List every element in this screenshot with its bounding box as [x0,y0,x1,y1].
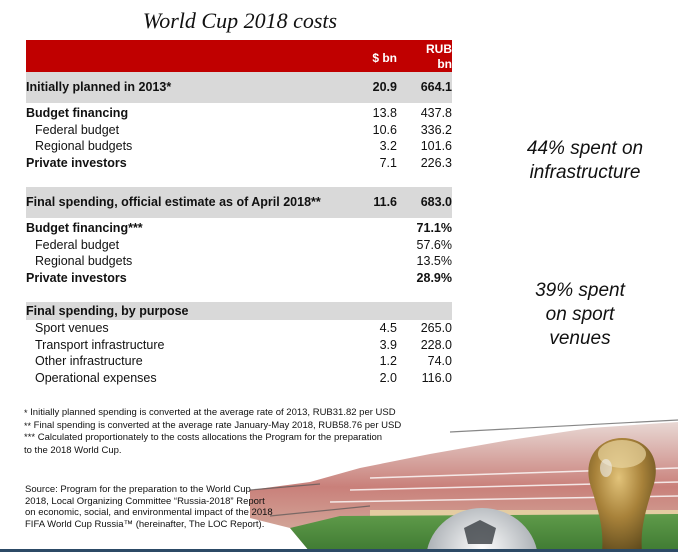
table-row: Private investors 7.1 226.3 [26,155,452,172]
row-label: Initially planned in 2013* [26,80,172,94]
rub-value: 101.6 [420,139,452,153]
table-header: $ bn RUB bn [26,40,452,72]
footnote-mark: ** [24,420,32,431]
row-label: Other infrastructure [35,354,143,368]
bottom-strip [0,549,678,552]
rub-value: 437.8 [420,106,452,120]
callout-line: venues [549,328,611,349]
footnote-text: Final spending is converted at the avera… [31,419,402,431]
row-label: Private investors [26,270,127,285]
usd-value: 10.6 [372,122,397,137]
callout-line: 39% spent [535,280,625,301]
col-usd-header: $ bn [372,51,397,65]
costs-table: $ bn RUB bn Initially planned in 2013* 2… [26,40,452,386]
rub-value: 228.0 [420,337,452,352]
row-label: Regional budgets [35,254,133,268]
col-rub-header: RUB bn [426,42,452,72]
row-label: Federal budget [35,122,120,137]
footnote-3: *** Calculated proportionately to the co… [24,432,383,443]
usd-value: 3.2 [379,139,397,153]
usd-value: 11.6 [373,195,397,209]
page-title: World Cup 2018 costs [142,8,338,33]
table-row: Budget financing 13.8 437.8 [26,105,452,122]
table-row: Federal budget 57.6% [26,237,452,254]
table-row: Private investors 28.9% [26,270,452,287]
row-label: Budget financing [26,106,129,120]
rub-value: 265.0 [420,321,452,335]
row-label: Final spending, official estimate as of … [26,195,321,209]
table-row: Budget financing*** 71.1% [26,220,452,237]
rub-value: 116.0 [421,370,452,385]
share-value: 57.6% [416,237,452,252]
usd-value: 13.8 [372,106,397,120]
usd-value: 7.1 [379,155,397,170]
callout-line: 44% spent on [526,138,644,159]
col-rub-header-line1: RUB [426,42,452,56]
rub-value: 226.3 [420,155,452,170]
rub-value: 336.2 [420,122,452,137]
footnote-3-cont: to the 2018 World Cup. [24,444,122,456]
row-label: Final spending, by purpose [26,304,189,318]
table-row-initial: Initially planned in 2013* 20.9 664.1 [26,72,452,103]
table-row: Operational expenses 2.0 116.0 [26,370,452,387]
row-label: Budget financing*** [26,221,143,235]
rub-value: 683.0 [420,195,452,209]
usd-value: 2.0 [379,370,397,385]
usd-value: 4.5 [379,321,397,335]
share-value: 13.5% [416,254,452,268]
callout-line: infrastructure [529,162,641,183]
col-rub-header-line2: bn [437,57,452,71]
table-row: Sport venues 4.5 265.0 [26,320,452,337]
table-row: Other infrastructure 1.2 74.0 [26,353,452,370]
callout-sport-venues: 39% spent on sport venues [500,279,660,351]
share-value: 71.1% [416,221,452,235]
table-row: Transport infrastructure 3.9 228.0 [26,337,452,354]
table-row: Regional budgets 3.2 101.6 [26,138,452,155]
row-label: Private investors [26,155,127,170]
row-label: Sport venues [35,321,109,335]
share-value: 28.9% [416,270,452,285]
row-label: Federal budget [35,237,120,252]
rub-value: 74.0 [427,354,452,368]
footnote-mark: * [24,408,28,418]
usd-value: 20.9 [372,80,397,94]
callout-infrastructure: 44% spent on infrastructure [500,137,670,185]
table-row: Federal budget 10.6 336.2 [26,122,452,139]
table-row-purpose: Final spending, by purpose [26,302,452,320]
table-row-final: Final spending, official estimate as of … [26,187,452,218]
usd-value: 1.2 [379,354,397,368]
stadium-trophy-image [249,418,678,557]
usd-value: 3.9 [379,337,397,352]
row-label: Operational expenses [35,370,157,385]
footnotes: * Initially planned spending is converte… [24,407,401,457]
rub-value: 664.1 [420,80,452,94]
footnote-text: Initially planned spending is converted … [27,407,396,418]
row-label: Regional budgets [35,139,133,153]
source-note: Source: Program for the preparation to t… [25,484,273,530]
callout-line: on sport [545,304,615,325]
table-row: Regional budgets 13.5% [26,253,452,270]
row-label: Transport infrastructure [35,337,165,352]
footnote-1: * Initially planned spending is converte… [24,407,401,420]
footnote-2: ** Final spending is converted at the av… [24,420,401,433]
